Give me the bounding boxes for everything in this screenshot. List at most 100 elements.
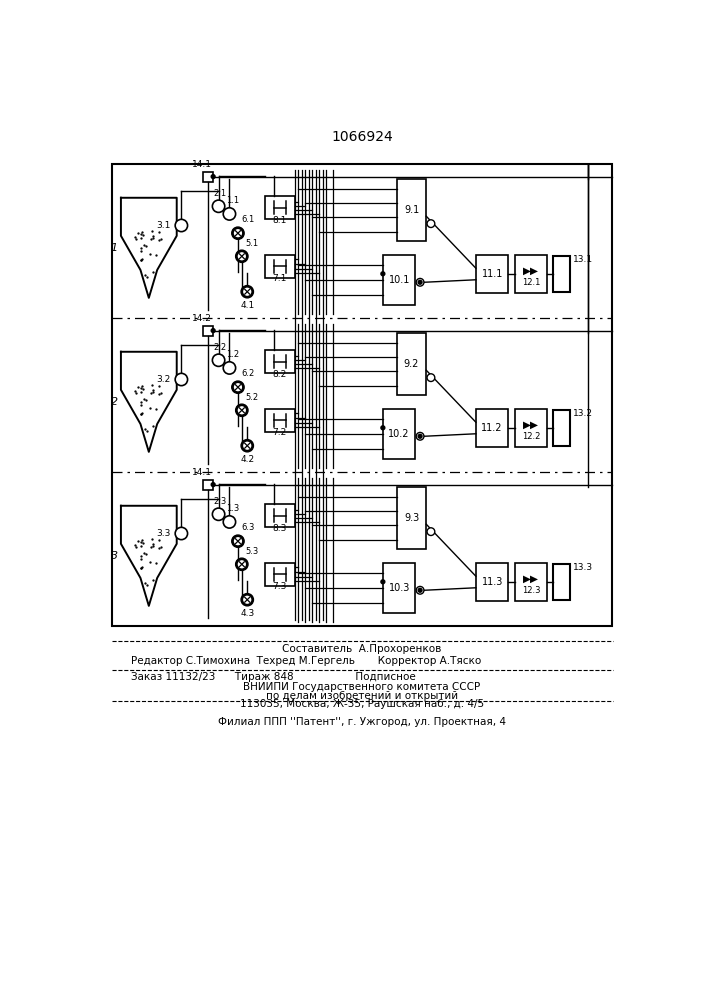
Bar xyxy=(476,255,508,293)
Circle shape xyxy=(244,442,251,449)
Text: 8.2: 8.2 xyxy=(273,370,287,379)
Circle shape xyxy=(175,373,187,386)
Circle shape xyxy=(235,404,248,416)
Text: 12.3: 12.3 xyxy=(522,586,540,595)
Text: ▶▶: ▶▶ xyxy=(523,420,539,430)
Circle shape xyxy=(381,426,385,430)
Bar xyxy=(554,256,571,292)
Circle shape xyxy=(223,516,235,528)
Text: 10.2: 10.2 xyxy=(388,429,410,439)
Text: 13.1: 13.1 xyxy=(573,255,593,264)
Text: 6.3: 6.3 xyxy=(241,523,255,532)
Bar xyxy=(397,487,426,549)
Text: 3.1: 3.1 xyxy=(156,221,170,230)
Text: 4.2: 4.2 xyxy=(240,455,255,464)
Text: по делам изобретений и открытий: по делам изобретений и открытий xyxy=(266,691,458,701)
Circle shape xyxy=(175,527,187,540)
Bar xyxy=(383,409,416,459)
Bar xyxy=(265,504,295,527)
Text: 2.1: 2.1 xyxy=(214,189,227,198)
Circle shape xyxy=(381,272,385,276)
Circle shape xyxy=(416,432,424,440)
Circle shape xyxy=(232,381,244,393)
Text: 13.3: 13.3 xyxy=(573,563,593,572)
Bar xyxy=(265,196,295,219)
Circle shape xyxy=(241,440,253,452)
Bar xyxy=(265,563,295,586)
Bar xyxy=(515,255,547,293)
Bar xyxy=(515,409,547,447)
Text: 4.1: 4.1 xyxy=(240,301,255,310)
Text: 14.2: 14.2 xyxy=(192,314,211,323)
Circle shape xyxy=(427,374,435,381)
Bar xyxy=(203,326,213,336)
Text: 2: 2 xyxy=(111,397,118,407)
Circle shape xyxy=(235,538,241,545)
Text: 3.2: 3.2 xyxy=(156,375,170,384)
Bar xyxy=(515,563,547,601)
Bar xyxy=(265,350,295,373)
Text: 3: 3 xyxy=(111,551,118,561)
Text: 5.2: 5.2 xyxy=(245,393,258,402)
Text: 7.2: 7.2 xyxy=(273,428,287,437)
Circle shape xyxy=(427,528,435,535)
Text: ВНИИПИ Государственного комитета СССР: ВНИИПИ Государственного комитета СССР xyxy=(243,682,481,692)
Text: 1.3: 1.3 xyxy=(226,504,239,513)
Text: 6.1: 6.1 xyxy=(241,215,255,224)
Text: 1066924: 1066924 xyxy=(331,130,393,144)
Bar xyxy=(554,410,571,446)
Text: ▶▶: ▶▶ xyxy=(523,574,539,584)
Circle shape xyxy=(241,594,253,606)
Bar xyxy=(397,333,426,395)
Text: 11.1: 11.1 xyxy=(481,269,503,279)
Text: 3.3: 3.3 xyxy=(156,529,170,538)
Text: 5.1: 5.1 xyxy=(245,239,258,248)
Text: Заказ 11132/23      Тираж 848                   Подписное: Заказ 11132/23 Тираж 848 Подписное xyxy=(131,672,416,682)
Circle shape xyxy=(427,220,435,227)
Text: Составитель  А.Прохоренков: Составитель А.Прохоренков xyxy=(282,644,442,654)
Bar xyxy=(383,255,416,305)
Circle shape xyxy=(232,535,244,547)
Bar xyxy=(112,164,612,626)
Text: 14.1: 14.1 xyxy=(192,160,211,169)
Circle shape xyxy=(241,286,253,298)
Bar xyxy=(554,564,571,600)
Text: 4.3: 4.3 xyxy=(240,609,255,618)
Text: 10.1: 10.1 xyxy=(388,275,410,285)
Text: 8.3: 8.3 xyxy=(273,524,287,533)
Circle shape xyxy=(212,508,225,520)
Bar xyxy=(203,480,213,490)
Text: 6.2: 6.2 xyxy=(241,369,255,378)
Bar xyxy=(383,563,416,613)
Circle shape xyxy=(244,288,251,295)
Circle shape xyxy=(212,354,225,366)
Text: 14.1: 14.1 xyxy=(192,468,211,477)
Text: 12.2: 12.2 xyxy=(522,432,540,441)
Bar xyxy=(265,409,295,432)
Circle shape xyxy=(418,588,422,592)
Text: 1.2: 1.2 xyxy=(226,350,239,359)
Circle shape xyxy=(416,278,424,286)
Circle shape xyxy=(211,329,215,333)
Text: 9.3: 9.3 xyxy=(404,513,419,523)
Circle shape xyxy=(235,250,248,262)
Text: 12.1: 12.1 xyxy=(522,278,540,287)
Circle shape xyxy=(418,280,422,284)
Text: 1.1: 1.1 xyxy=(226,196,239,205)
Circle shape xyxy=(223,362,235,374)
Circle shape xyxy=(238,253,245,260)
Circle shape xyxy=(381,580,385,584)
Circle shape xyxy=(238,561,245,568)
Circle shape xyxy=(212,200,225,212)
Text: 113035, Москва, Ж-35, Раушская наб., д. 4/5: 113035, Москва, Ж-35, Раушская наб., д. … xyxy=(240,699,484,709)
Bar xyxy=(265,255,295,278)
Bar xyxy=(397,179,426,241)
Circle shape xyxy=(235,384,241,391)
Text: 9.2: 9.2 xyxy=(404,359,419,369)
Circle shape xyxy=(223,208,235,220)
Text: 2.2: 2.2 xyxy=(214,343,227,352)
Circle shape xyxy=(211,175,215,179)
Text: 7.3: 7.3 xyxy=(273,582,287,591)
Circle shape xyxy=(235,558,248,570)
Circle shape xyxy=(416,586,424,594)
